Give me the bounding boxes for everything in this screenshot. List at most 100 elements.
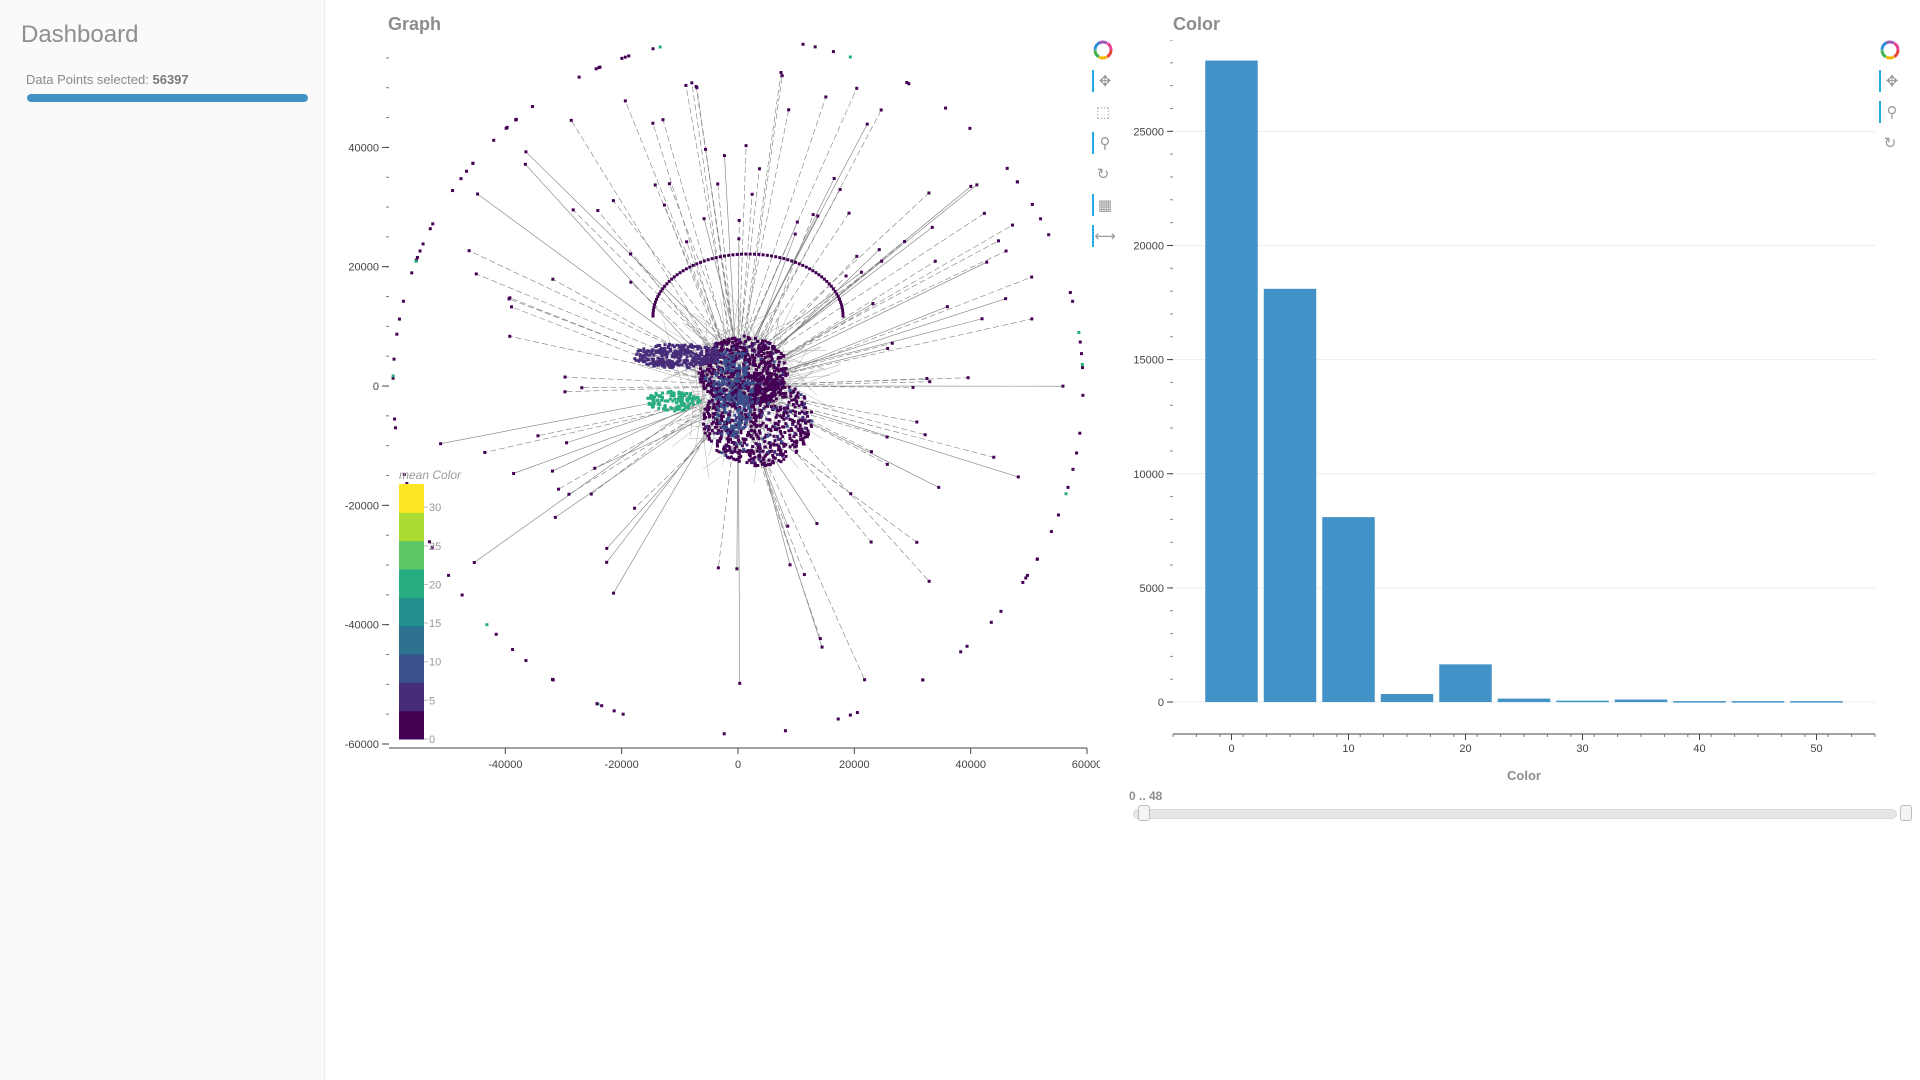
graph-node[interactable] [651,314,655,318]
graph-node[interactable] [685,350,689,354]
graph-node[interactable] [1016,475,1020,479]
graph-node[interactable] [439,442,443,446]
graph-node[interactable] [798,418,802,422]
graph-node[interactable] [768,383,772,387]
graph-node[interactable] [750,429,754,433]
graph-node[interactable] [738,366,742,370]
graph-node[interactable] [805,435,809,439]
graph-node[interactable] [758,403,762,407]
graph-node[interactable] [720,451,724,455]
graph-node[interactable] [722,339,726,343]
graph-node[interactable] [755,449,759,453]
graph-node[interactable] [738,338,742,342]
graph-node[interactable] [959,650,963,654]
graph-node[interactable] [782,442,786,446]
graph-node[interactable] [741,354,745,358]
graph-node[interactable] [768,351,772,355]
graph-node[interactable] [966,376,970,380]
graph-node[interactable] [676,407,680,411]
graph-node[interactable] [738,449,742,453]
graph-node[interactable] [648,396,652,400]
graph-node[interactable] [640,358,644,362]
graph-node[interactable] [715,418,719,422]
graph-node[interactable] [822,277,826,281]
graph-node[interactable] [749,390,753,394]
graph-node[interactable] [759,381,763,385]
graph-node[interactable] [777,360,781,364]
graph-node[interactable] [777,426,781,430]
graph-node[interactable] [725,449,729,453]
graph-node[interactable] [740,393,744,397]
graph-node[interactable] [760,411,764,415]
graph-node[interactable] [749,381,753,385]
graph-node[interactable] [742,397,746,401]
graph-node[interactable] [711,420,715,424]
graph-node[interactable] [768,359,772,363]
graph-node[interactable] [771,380,775,384]
graph-node[interactable] [722,375,726,379]
graph-node[interactable] [764,463,768,467]
graph-node[interactable] [693,357,697,361]
graph-node[interactable] [685,240,689,244]
graph-node[interactable] [658,348,662,352]
graph-node[interactable] [722,154,726,158]
graph-node[interactable] [788,445,792,449]
histogram-bar[interactable] [1497,698,1551,703]
graph-node[interactable] [634,358,638,362]
graph-node[interactable] [621,712,625,716]
graph-node[interactable] [761,437,765,441]
histogram-bar[interactable] [1556,700,1609,703]
graph-node[interactable] [709,363,713,367]
graph-node[interactable] [969,184,973,188]
graph-node[interactable] [751,361,755,365]
graph-node[interactable] [755,401,759,405]
graph-node[interactable] [405,482,409,486]
graph-node[interactable] [752,397,756,401]
graph-node[interactable] [580,386,584,390]
graph-node[interactable] [1015,180,1019,184]
graph-node[interactable] [793,232,797,236]
graph-node[interactable] [721,415,725,419]
graph-node[interactable] [743,358,747,362]
graph-node[interactable] [690,343,694,347]
graph-node[interactable] [879,108,883,112]
graph-node[interactable] [553,515,557,519]
histogram-bar[interactable] [1380,694,1434,703]
graph-node[interactable] [680,399,684,403]
graph-node[interactable] [731,426,735,430]
graph-node[interactable] [776,382,780,386]
graph-node[interactable] [776,448,780,452]
graph-node[interactable] [737,419,741,423]
graph-node[interactable] [410,271,414,275]
graph-node[interactable] [724,429,728,433]
graph-node[interactable] [752,341,756,345]
graph-node[interactable] [738,401,742,405]
graph-node[interactable] [734,443,738,447]
graph-node[interactable] [728,394,732,398]
graph-node[interactable] [730,381,734,385]
graph-node[interactable] [391,376,395,380]
graph-node[interactable] [772,434,776,438]
graph-node[interactable] [759,375,763,379]
graph-node[interactable] [711,356,715,360]
graph-node[interactable] [758,413,762,417]
graph-node[interactable] [772,360,776,364]
graph-node[interactable] [765,369,769,373]
graph-node[interactable] [788,410,792,414]
graph-node[interactable] [523,162,527,166]
graph-node[interactable] [762,348,766,352]
graph-node[interactable] [786,406,790,410]
graph-node[interactable] [654,345,658,349]
graph-node[interactable] [660,391,664,395]
graph-node[interactable] [771,394,775,398]
graph-node[interactable] [733,449,737,453]
graph-node[interactable] [793,414,797,418]
graph-node[interactable] [1024,576,1028,580]
graph-node[interactable] [685,365,689,369]
graph-node[interactable] [740,350,744,354]
graph-node[interactable] [720,349,724,353]
graph-node[interactable] [451,189,455,193]
graph-node[interactable] [563,390,567,394]
graph-node[interactable] [772,366,776,370]
graph-node[interactable] [777,419,781,423]
